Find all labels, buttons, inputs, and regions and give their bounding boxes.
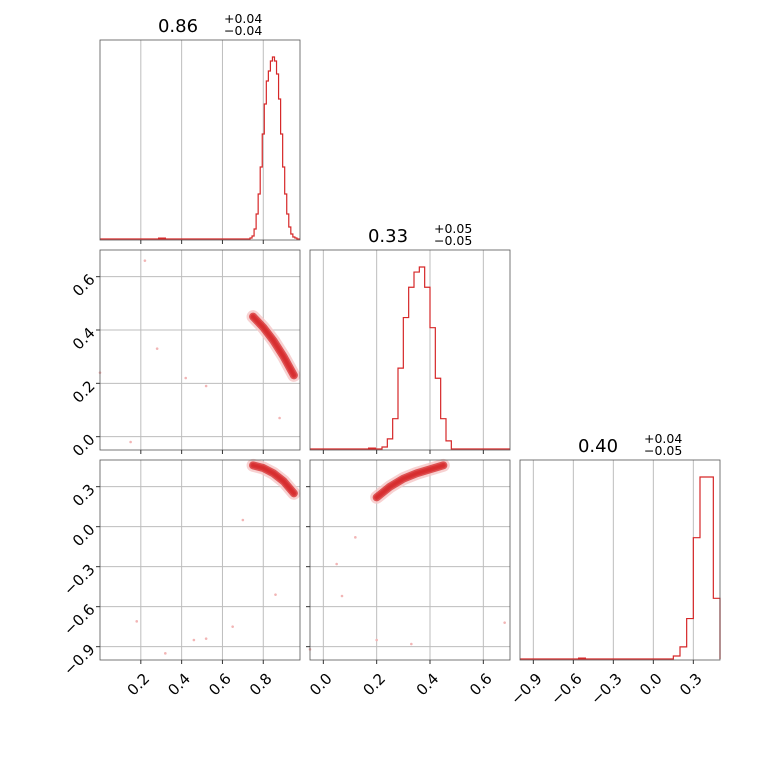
scatter-point (204, 384, 208, 388)
hist-panel-1 (309, 249, 511, 454)
x-tick-label: −0.6 (547, 670, 585, 708)
y-tick-label: 0.0 (69, 520, 99, 550)
scatter-point (278, 416, 281, 420)
scatter-point (143, 259, 147, 262)
scatter-point (204, 637, 208, 640)
histogram-step-line (100, 56, 300, 240)
scatter-point (375, 638, 378, 642)
panel-background (100, 250, 300, 450)
title-minus-error: −0.05 (644, 443, 682, 458)
title-value: 0.86 (158, 16, 198, 37)
contour-line (252, 315, 295, 377)
x-tick-label: 0.6 (205, 670, 235, 700)
scatter-point (155, 347, 159, 350)
pair-panel-1-0 (96, 249, 301, 454)
title-plus-error: +0.04 (224, 11, 262, 26)
panel-frame (519, 459, 721, 661)
y-tick-label: −0.6 (60, 600, 98, 638)
scatter-point (129, 440, 132, 444)
pair-panel-2-0 (96, 458, 301, 664)
panel-background (520, 460, 720, 660)
x-tick-label: 0.4 (164, 670, 194, 700)
x-tick-label: 0.6 (466, 670, 496, 700)
title-minus-error: −0.05 (434, 233, 472, 248)
panel-frame (99, 249, 301, 451)
contour-line (375, 464, 445, 499)
x-tick-label: 0.4 (413, 670, 443, 700)
scatter-point (241, 518, 245, 522)
scatter-point (503, 621, 506, 624)
y-tick-label: −0.3 (60, 560, 98, 598)
title-value: 0.40 (578, 436, 618, 457)
panel-frame (99, 459, 301, 661)
y-tick-label: 0.3 (69, 480, 99, 510)
y-tick-label: 0.6 (69, 270, 99, 300)
hist-panel-0 (99, 39, 301, 244)
histogram-step-line (310, 266, 510, 450)
title-plus-error: +0.04 (644, 431, 682, 446)
scatter-point (335, 562, 338, 566)
scatter-point (184, 376, 188, 380)
panel-background (100, 460, 300, 660)
param-title-2: 0.40 (578, 436, 618, 457)
y-tick-label: −0.9 (60, 640, 98, 678)
panel-frame (99, 39, 301, 241)
hist-panel-2 (519, 459, 721, 664)
x-tick-label: 0.2 (359, 670, 389, 700)
panel-frame (309, 459, 511, 661)
scatter-point (192, 638, 196, 642)
panel-background (100, 40, 300, 240)
x-tick-label: 0.8 (246, 670, 276, 700)
contour-line (252, 464, 295, 495)
param-title-0: 0.86 (158, 16, 198, 37)
y-tick-label: 0.2 (69, 377, 99, 407)
panel-frame (309, 249, 511, 451)
scatter-point (410, 642, 413, 646)
panel-background (310, 250, 510, 450)
title-minus-error: −0.04 (224, 23, 262, 38)
scatter-point (231, 625, 234, 628)
param-title-1: 0.33 (368, 226, 408, 247)
x-tick-label: −0.3 (587, 670, 625, 708)
scatter-point (135, 620, 139, 623)
x-tick-label: 0.3 (676, 670, 706, 700)
histogram-step-line (520, 476, 721, 660)
scatter-point (274, 593, 277, 596)
pair-panel-2-1 (306, 458, 511, 664)
scatter-point (354, 536, 357, 539)
y-tick-label: 0.0 (69, 430, 99, 460)
x-tick-label: 0.0 (636, 670, 666, 700)
x-tick-label: 0.2 (124, 670, 154, 700)
y-tick-label: 0.4 (69, 324, 99, 354)
scatter-point (164, 652, 167, 655)
x-tick-label: −0.9 (507, 670, 545, 708)
scatter-point (340, 594, 344, 598)
x-tick-label: 0.0 (306, 670, 336, 700)
title-plus-error: +0.05 (434, 221, 472, 236)
title-value: 0.33 (368, 226, 408, 247)
panel-background (310, 460, 510, 660)
